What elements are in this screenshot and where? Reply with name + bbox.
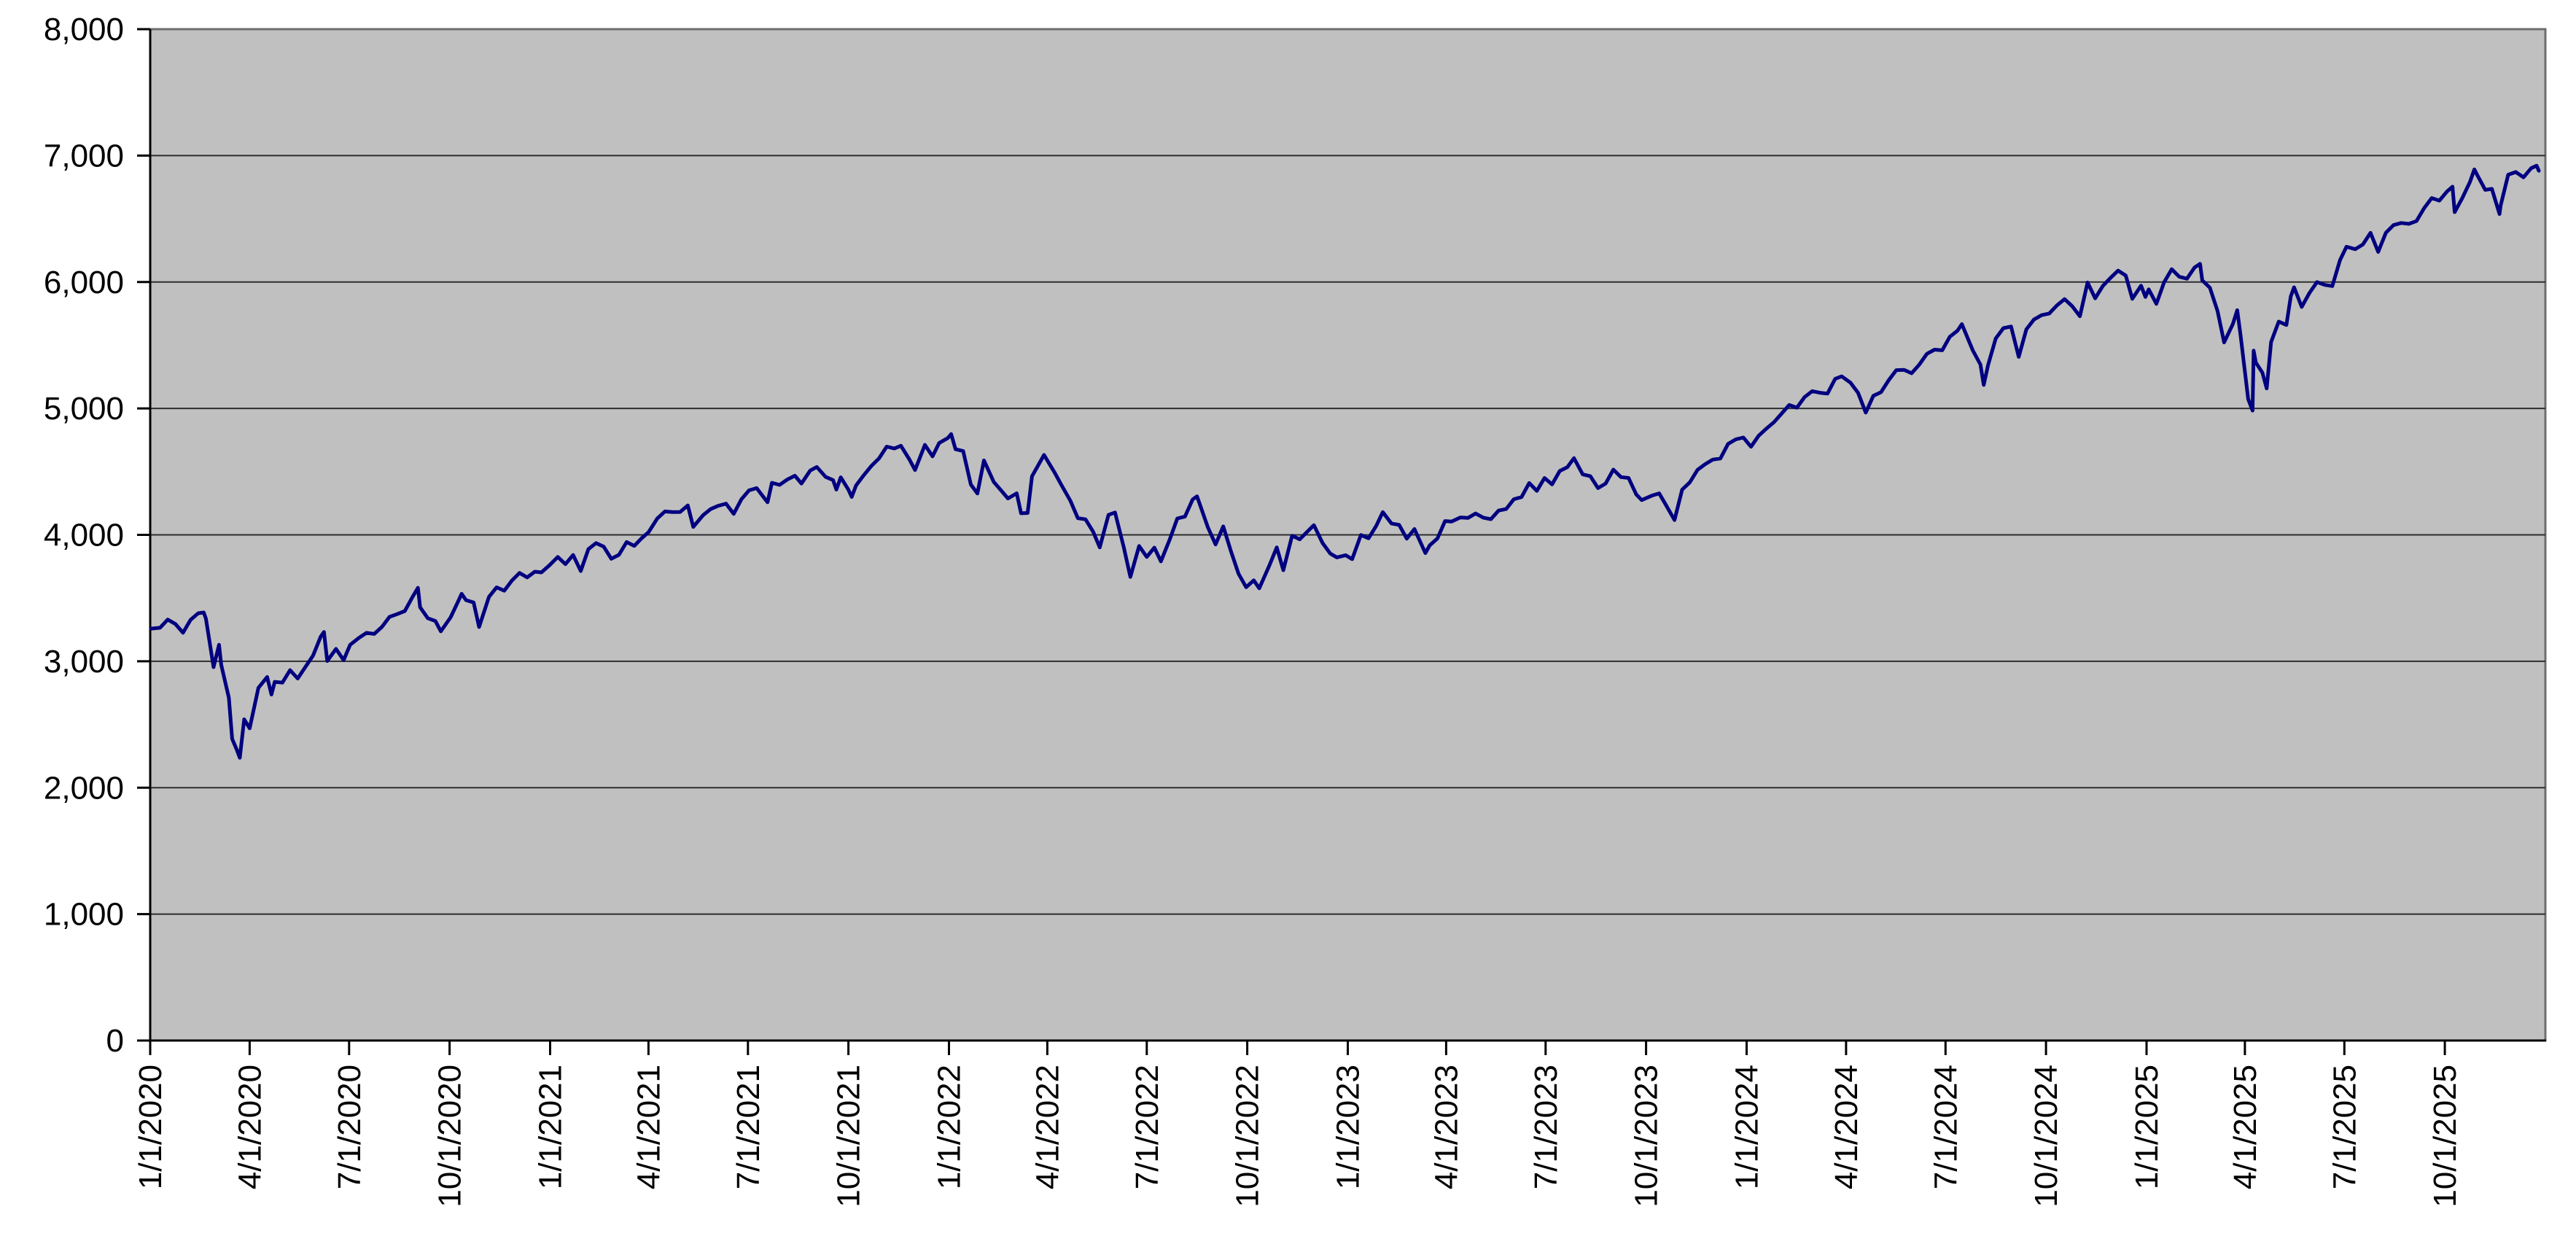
x-axis-tick-label: 1/1/2021	[533, 1065, 569, 1189]
x-axis-tick-label: 10/1/2021	[831, 1065, 867, 1208]
x-axis-tick-label: 7/1/2022	[1129, 1065, 1165, 1189]
y-axis-tick-label: 0	[106, 1023, 124, 1059]
x-axis-ticks	[149, 1041, 2446, 1055]
x-axis-tick-label: 1/1/2025	[2129, 1065, 2165, 1189]
x-axis-tick-label: 1/1/2022	[932, 1065, 968, 1189]
x-axis-tick-label: 7/1/2025	[2327, 1065, 2362, 1189]
x-axis-tick-label: 4/1/2023	[1428, 1065, 1464, 1189]
x-axis-tick-label: 7/1/2020	[332, 1065, 367, 1189]
x-axis-tick-label: 10/1/2024	[2028, 1065, 2064, 1208]
y-axis-tick-label: 2,000	[44, 770, 124, 806]
y-axis-tick-label: 6,000	[44, 265, 124, 300]
price-line-series	[149, 163, 2541, 760]
x-axis-tick-label: 10/1/2023	[1629, 1065, 1665, 1208]
x-axis-tick-label: 7/1/2021	[731, 1065, 766, 1189]
y-axis-tick-label: 8,000	[44, 12, 124, 47]
y-axis-ticks	[137, 28, 150, 1042]
x-axis-tick-label: 4/1/2020	[232, 1065, 268, 1189]
y-axis-tick-label: 4,000	[44, 518, 124, 553]
x-axis-tick-label: 4/1/2021	[631, 1065, 666, 1189]
y-axis-tick-label: 3,000	[44, 644, 124, 680]
x-axis-tick-label: 4/1/2024	[1829, 1065, 1864, 1189]
x-axis-tick-label: 10/1/2022	[1230, 1065, 1266, 1208]
x-axis-tick-label: 1/1/2023	[1331, 1065, 1366, 1189]
y-axis-labels: 0 1,000 2,000 3,000 4,000 5,000 6,000 7,000 8,00…	[44, 12, 124, 1059]
y-axis-tick-label: 5,000	[44, 391, 124, 427]
x-axis-tick-label: 1/1/2020	[133, 1065, 168, 1189]
x-axis-labels: 1/1/2020 4/1/2020 7/1/2020 10/1/2020 1/1/202…	[133, 1065, 2463, 1208]
gridlines	[150, 155, 2545, 915]
x-axis-tick-label: 1/1/2024	[1729, 1065, 1765, 1189]
y-axis-tick-label: 7,000	[44, 138, 124, 174]
x-axis-tick-label: 4/1/2022	[1030, 1065, 1065, 1189]
x-axis-tick-label: 10/1/2020	[432, 1065, 468, 1208]
x-axis-tick-label: 4/1/2025	[2227, 1065, 2263, 1189]
y-axis-tick-label: 1,000	[44, 897, 124, 933]
x-axis-tick-label: 7/1/2023	[1528, 1065, 1564, 1189]
x-axis-tick-label: 10/1/2025	[2427, 1065, 2463, 1208]
x-axis-tick-label: 7/1/2024	[1928, 1065, 1964, 1189]
